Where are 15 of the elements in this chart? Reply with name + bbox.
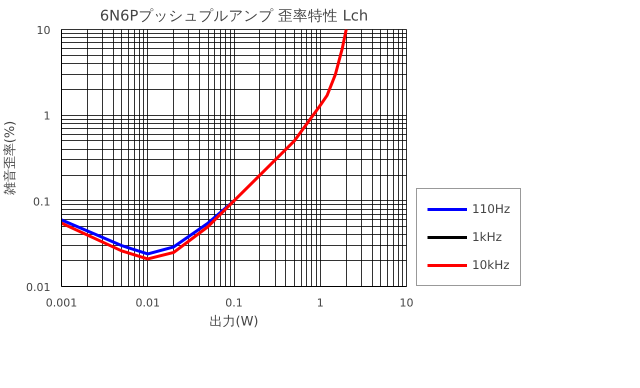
chart-title: 6N6Pプッシュプルアンプ 歪率特性 Lch (100, 8, 368, 24)
y-axis-title: 雑音歪率(%) (2, 120, 18, 196)
x-axis-title: 出力(W) (210, 314, 258, 330)
x-tick-label: 10 (400, 296, 414, 310)
x-tick-label: 1 (316, 296, 324, 310)
y-tick-label: 0.1 (33, 195, 51, 208)
x-tick-label: 0.001 (46, 296, 78, 310)
x-tick-label: 0.01 (136, 296, 160, 310)
x-tick-label: 0.1 (225, 296, 243, 310)
y-tick-label: 10 (36, 24, 51, 37)
legend-label: 110Hz (472, 202, 510, 216)
y-tick-label: 0.01 (26, 281, 51, 294)
legend-label: 1kHz (472, 230, 502, 244)
legend-label: 10kHz (472, 258, 510, 272)
y-tick-label: 1 (44, 110, 50, 123)
